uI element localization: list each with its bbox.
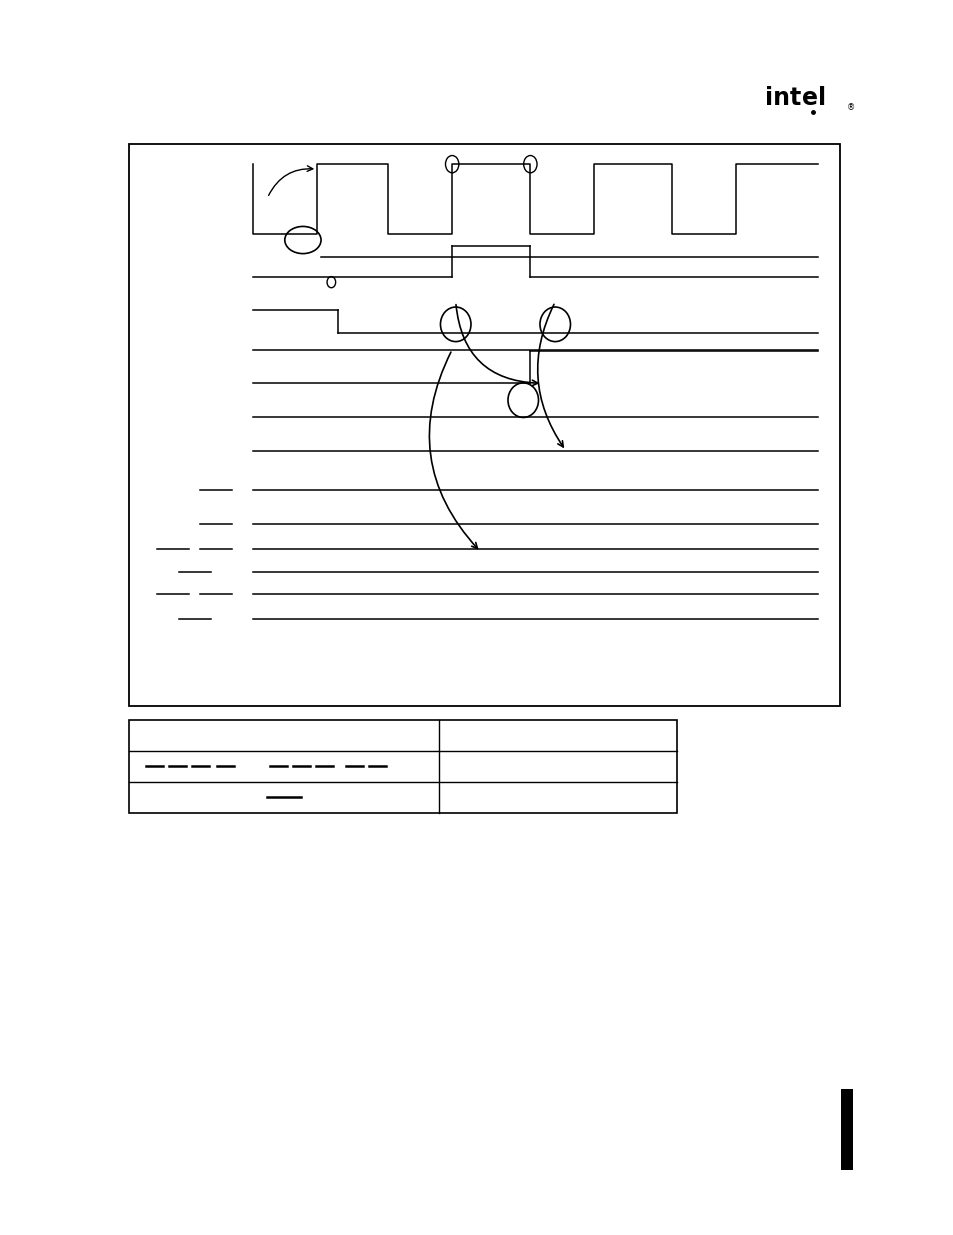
Bar <box>129 144 839 706</box>
Text: ®: ® <box>846 103 855 112</box>
Text: int: int <box>764 85 801 110</box>
Bar <box>841 1089 852 1170</box>
Bar <box>129 720 677 813</box>
Text: el: el <box>801 85 825 110</box>
